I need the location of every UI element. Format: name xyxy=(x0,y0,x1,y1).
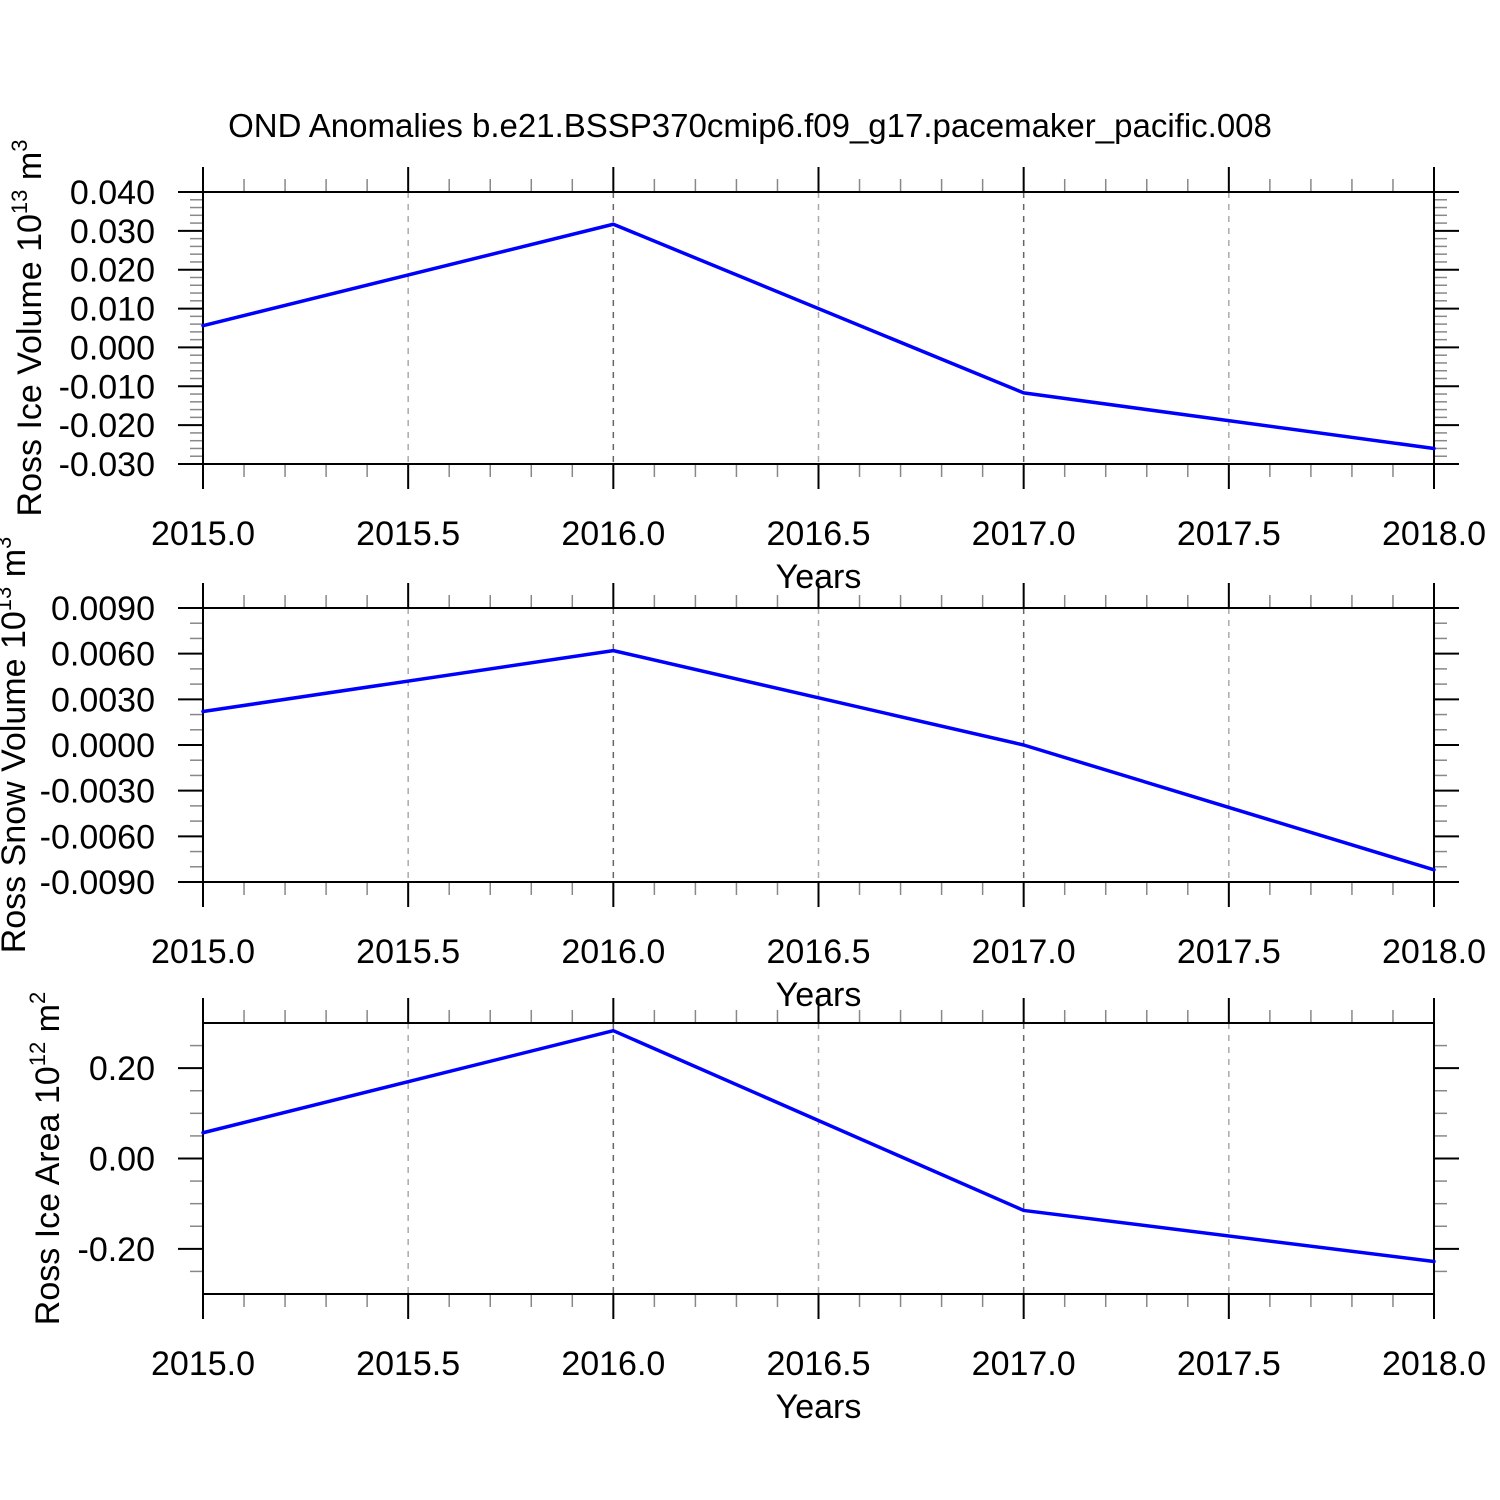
y-tick-label: 0.010 xyxy=(70,291,155,329)
y-tick-label: 0.0090 xyxy=(51,590,155,628)
x-tick-label: 2018.0 xyxy=(1382,1345,1486,1383)
y-tick-label: 0.0000 xyxy=(51,727,155,765)
x-tick-label: 2016.5 xyxy=(767,933,871,971)
y-tick-label: 0.20 xyxy=(89,1050,155,1088)
figure-title: OND Anomalies b.e21.BSSP370cmip6.f09_g17… xyxy=(228,107,1272,144)
x-tick-label: 2016.5 xyxy=(767,515,871,553)
x-tick-label: 2015.0 xyxy=(151,933,255,971)
x-tick-label: 2018.0 xyxy=(1382,933,1486,971)
y-tick-label: 0.020 xyxy=(70,252,155,290)
x-tick-label: 2016.0 xyxy=(561,515,665,553)
y-tick-label: 0.0060 xyxy=(51,636,155,674)
ross-ice-area-data-line xyxy=(201,1028,1436,1264)
x-tick-label: 2015.5 xyxy=(356,515,460,553)
ross-ice-volume-data-line xyxy=(201,222,1436,451)
ross-ice-area-chart: 2015.0 2015.5 2016.0 2016.5 2017.0 2017.5 2018… xyxy=(25,992,1486,1426)
x-axis-title: Years xyxy=(776,1388,862,1426)
y-axis-title-superscript: 13 xyxy=(0,587,16,611)
y-tick-label: -0.030 xyxy=(59,446,155,484)
y-axis-title-text: m xyxy=(29,1004,67,1042)
x-tick-label: 2018.0 xyxy=(1382,515,1486,553)
y-tick-label: -0.020 xyxy=(59,407,155,445)
plot-frame xyxy=(202,191,1435,465)
x-tick-label: 2017.5 xyxy=(1177,933,1281,971)
y-axis-title: Ross Ice Volume 1013 m3 xyxy=(7,140,49,517)
x-tick-label: 2016.0 xyxy=(561,1345,665,1383)
ross-snow-volume-data-line xyxy=(201,648,1436,872)
x-tick-label: 2015.5 xyxy=(356,933,460,971)
y-tick-label: 0.040 xyxy=(70,174,155,212)
x-tick-label: 2015.5 xyxy=(356,1345,460,1383)
charts-root: 2015.0 2015.5 2016.0 2016.5 2017.0 2017.5 2018… xyxy=(0,140,1486,1426)
y-axis-title-text: m xyxy=(0,549,33,587)
x-tick-label: 2017.0 xyxy=(972,1345,1076,1383)
x-tick-label: 2017.5 xyxy=(1177,515,1281,553)
y-tick-label: -0.0090 xyxy=(40,864,155,902)
y-axis-title-text: Ross Ice Area 10 xyxy=(29,1066,67,1325)
ross-snow-volume-chart: 2015.0 2015.5 2016.0 2016.5 2017.0 2017.5 2018… xyxy=(0,537,1486,1014)
y-axis-title-text: Ross Ice Volume 10 xyxy=(11,214,49,516)
x-tick-label: 2017.0 xyxy=(972,515,1076,553)
y-axis-title-superscript: 13 xyxy=(7,190,32,214)
x-tick-label: 2017.5 xyxy=(1177,1345,1281,1383)
y-tick-label: 0.0030 xyxy=(51,681,155,719)
y-tick-label: -0.010 xyxy=(59,368,155,406)
y-axis-title-text: Ross Snow Volume 10 xyxy=(0,611,33,953)
x-tick-label: 2017.0 xyxy=(972,933,1076,971)
y-axis-title: Ross Ice Area 1012 m2 xyxy=(25,992,67,1325)
y-tick-label: 0.00 xyxy=(89,1141,155,1179)
x-tick-label: 2016.5 xyxy=(767,1345,871,1383)
y-tick-label: -0.0030 xyxy=(40,773,155,811)
y-axis-title-text: m xyxy=(11,152,49,190)
x-tick-label: 2015.0 xyxy=(151,1345,255,1383)
y-tick-label: 0.000 xyxy=(70,329,155,367)
y-tick-label: -0.20 xyxy=(78,1231,156,1269)
plot-frame xyxy=(202,1022,1435,1295)
y-axis-title-superscript: 3 xyxy=(7,140,32,152)
x-tick-label: 2016.0 xyxy=(561,933,665,971)
y-axis-title-superscript: 3 xyxy=(0,537,16,549)
y-axis-title: Ross Snow Volume 1013 m3 xyxy=(0,537,33,954)
y-axis-title-superscript: 2 xyxy=(25,992,50,1004)
x-tick-label: 2015.0 xyxy=(151,515,255,553)
y-tick-label: -0.0060 xyxy=(40,818,155,856)
y-tick-label: 0.030 xyxy=(70,213,155,251)
ross-ice-volume-chart: 2015.0 2015.5 2016.0 2016.5 2017.0 2017.5 2018… xyxy=(7,140,1486,596)
plot-frame xyxy=(202,607,1435,883)
y-axis-title-superscript: 12 xyxy=(25,1042,50,1066)
